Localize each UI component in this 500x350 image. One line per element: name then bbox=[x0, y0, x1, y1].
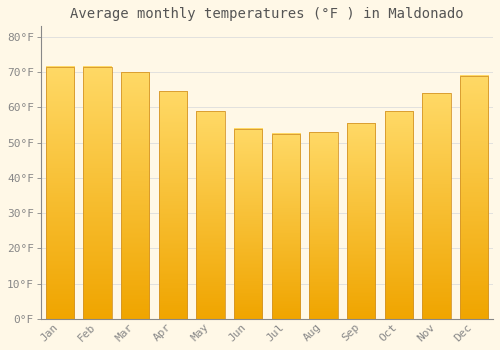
Bar bbox=[158, 91, 187, 319]
Bar bbox=[272, 134, 300, 319]
Bar bbox=[121, 72, 149, 319]
Bar bbox=[310, 132, 338, 319]
Bar bbox=[422, 93, 450, 319]
Bar bbox=[46, 67, 74, 319]
Bar bbox=[234, 128, 262, 319]
Bar bbox=[196, 111, 224, 319]
Title: Average monthly temperatures (°F ) in Maldonado: Average monthly temperatures (°F ) in Ma… bbox=[70, 7, 464, 21]
Bar bbox=[384, 111, 413, 319]
Bar bbox=[460, 76, 488, 319]
Bar bbox=[84, 67, 112, 319]
Bar bbox=[347, 123, 376, 319]
